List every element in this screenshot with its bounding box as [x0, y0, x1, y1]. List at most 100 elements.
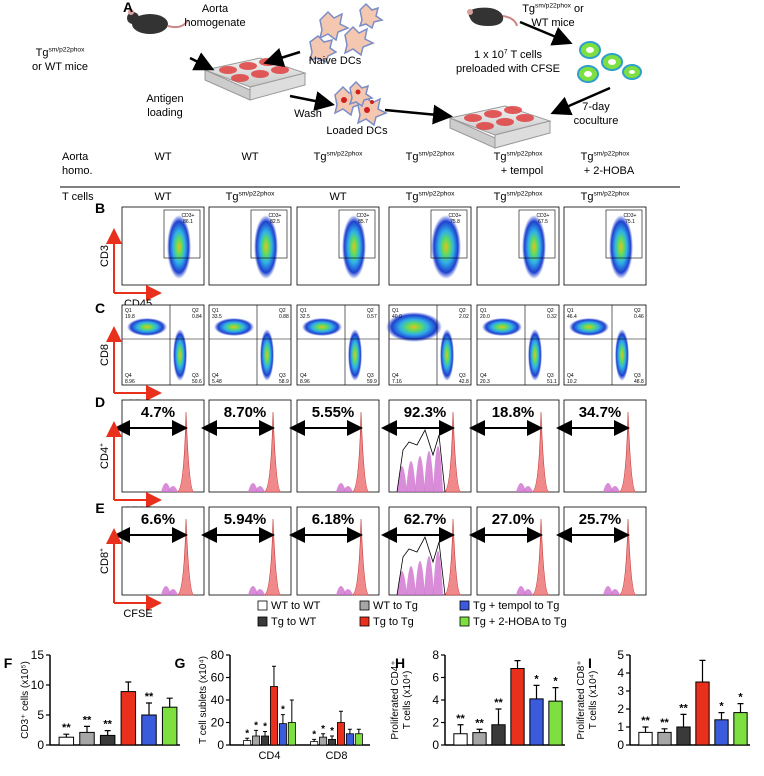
- error-bar: [321, 733, 326, 738]
- bar: [491, 724, 506, 746]
- bar: [657, 731, 672, 746]
- significance: *: [738, 692, 743, 704]
- error-bar: [476, 728, 483, 733]
- significance: **: [83, 714, 92, 726]
- significance: *: [321, 724, 325, 735]
- error-bar: [166, 697, 173, 708]
- y-axis-label: Proliferated CD8⁺: [576, 660, 587, 739]
- y-axis-label: CD4+: [99, 443, 111, 469]
- gate: [250, 209, 288, 259]
- mouse-left-label-base: Tg: [36, 47, 49, 59]
- quadrant-name: Q2: [279, 308, 286, 314]
- histogram-peak: [424, 451, 434, 492]
- aorta-condition-sup: sm/p22phox: [418, 151, 455, 158]
- gate: [338, 209, 376, 259]
- error-bar: [457, 724, 464, 734]
- histogram-outline: [396, 428, 446, 493]
- error-bar: [495, 708, 502, 725]
- density-cloud: [173, 329, 187, 381]
- density-cloud: [260, 329, 274, 381]
- histogram-outline: [396, 535, 446, 596]
- error-bar: [533, 684, 540, 699]
- quadrant-value: 58.9: [279, 379, 289, 385]
- label: WT mice: [531, 17, 574, 29]
- significance: *: [534, 673, 539, 685]
- legend-swatch: [459, 600, 470, 611]
- percent-label: 92.3%: [404, 404, 447, 421]
- histogram-peak: [531, 411, 550, 493]
- plot-frame: [121, 304, 205, 386]
- density-cloud: [569, 318, 609, 336]
- plot-frame: [121, 506, 205, 596]
- quadrant-value: 0.57: [367, 314, 377, 320]
- density-cloud: [440, 329, 454, 381]
- bar: [278, 723, 287, 746]
- error-bar: [63, 733, 70, 738]
- x-tick-label: CD4: [258, 750, 280, 762]
- y-tick-label: 4: [617, 666, 624, 680]
- tcell-condition-sup: sm/p22phox: [593, 191, 630, 198]
- bar: [120, 691, 137, 746]
- bar: [99, 734, 116, 746]
- histogram-peak: [443, 411, 462, 493]
- bar: [141, 714, 157, 746]
- y-axis-label: CD3: [99, 245, 111, 267]
- y-tick-label: 4: [432, 693, 439, 707]
- histogram-peak: [176, 411, 195, 493]
- y-tick-label: 80: [211, 648, 225, 662]
- panel-label: B: [95, 200, 105, 216]
- histogram-peak: [248, 586, 258, 595]
- gate-value: 82.5: [270, 219, 280, 225]
- label: Wash: [294, 108, 322, 120]
- legend-label: Tg to WT: [271, 616, 317, 628]
- significance: **: [145, 691, 154, 703]
- gate: [518, 209, 556, 259]
- quadrant-value: 51.1: [547, 379, 557, 385]
- histogram-peak: [351, 411, 370, 493]
- significance: **: [641, 715, 650, 727]
- quadrant-name: Q3: [634, 373, 641, 379]
- quadrant-value: 0.84: [192, 314, 202, 320]
- bar: [243, 740, 252, 746]
- error-bar: [718, 712, 725, 720]
- y-tick-label: 40: [211, 693, 225, 707]
- error-bar: [289, 699, 294, 723]
- quadrant-name: Q2: [192, 308, 199, 314]
- tcell-condition: Tgsm/p22phox: [494, 191, 543, 203]
- bar: [319, 736, 328, 746]
- error-bar: [312, 738, 317, 742]
- bar: [695, 681, 710, 746]
- significance: **: [103, 719, 112, 731]
- percent-label: 4.7%: [141, 404, 175, 421]
- error-bar: [330, 735, 335, 740]
- percent-label: 27.0%: [492, 511, 535, 528]
- label: loading: [147, 107, 182, 119]
- tcell-condition: WT: [154, 191, 171, 203]
- bar: [472, 732, 487, 746]
- error-bar: [280, 714, 285, 724]
- histogram-peak: [406, 461, 416, 492]
- label: Naive DCs: [309, 55, 362, 67]
- mouse-right-label: Tgsm/p22phox or: [522, 3, 584, 15]
- gate: [605, 209, 643, 259]
- mouse-right-label-base: Tg: [522, 3, 535, 15]
- quadrant-value: 0.32: [547, 314, 557, 320]
- bar: [261, 735, 270, 746]
- quadrant-value: 0.88: [279, 314, 289, 320]
- percent-label: 34.7%: [579, 404, 622, 421]
- significance: *: [553, 676, 558, 688]
- label: Antigen: [146, 93, 183, 105]
- tcell-condition-sup: sm/p22phox: [418, 191, 455, 198]
- density-cloud: [528, 329, 542, 381]
- aorta-condition-sup: sm/p22phox: [506, 151, 543, 158]
- tcell-condition: Tgsm/p22phox: [226, 191, 275, 203]
- gate-value: 75.8: [450, 219, 460, 225]
- tcell-condition-base: Tg: [406, 191, 419, 203]
- density-cloud: [302, 318, 342, 336]
- aorta-condition-base: Tg: [314, 151, 327, 163]
- y-tick-label: 2: [617, 702, 624, 716]
- quadrant-value: 50.6: [192, 379, 202, 385]
- significance: **: [679, 702, 688, 714]
- bar: [733, 712, 748, 746]
